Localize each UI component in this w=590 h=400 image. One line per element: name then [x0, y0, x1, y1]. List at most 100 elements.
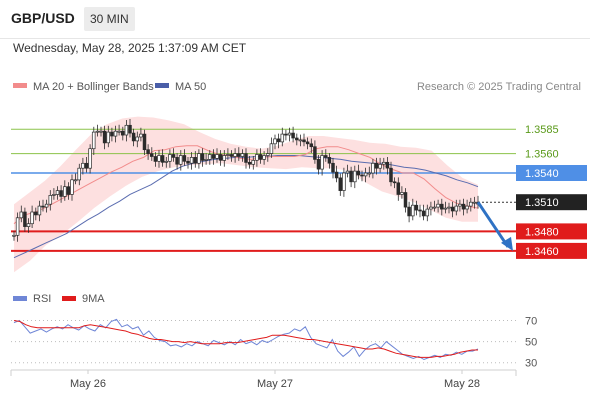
candle [450, 201, 455, 218]
candle-body-bull [117, 130, 121, 133]
x-tick-label-may28: May 28 [444, 378, 480, 390]
resistance-label: 1.3560 [525, 149, 559, 161]
candle [349, 166, 353, 188]
candle-body-bull [30, 211, 34, 225]
candle [229, 150, 234, 162]
candle [443, 201, 448, 214]
rsi-ma-line [13, 320, 478, 358]
projection-arrow-shaft [476, 201, 510, 248]
candle [117, 124, 121, 136]
ma50-legend-swatch [155, 83, 169, 88]
target-label-box [516, 242, 587, 259]
candle-body-bull [52, 194, 56, 196]
main-plot: 1.3585 1.3560 1.3540 1.3510 1.3480 1.3460 [11, 116, 587, 273]
candle-body-bear [309, 143, 314, 148]
candle [128, 119, 132, 138]
candle [247, 156, 252, 169]
candle-body-bull [382, 161, 386, 165]
candle-body-bull [436, 203, 440, 208]
candle-body-bear [146, 149, 150, 154]
candle-body-bull [447, 206, 451, 209]
candle-body-bull [70, 179, 74, 195]
candle-body-bear [403, 192, 408, 208]
candle-body-bull [139, 133, 143, 138]
candle [91, 126, 96, 155]
candle-body-bear [349, 170, 353, 183]
candle-body-bull [320, 155, 324, 170]
candle [26, 218, 31, 233]
candle [146, 144, 150, 160]
candle [244, 148, 248, 169]
candle-body-bull [106, 131, 110, 144]
candle-body-bull [81, 162, 85, 169]
candle [171, 148, 176, 162]
candle [233, 148, 237, 163]
candle-body-bull [465, 205, 469, 210]
candle-body-bear [396, 182, 401, 195]
candle-body-bull [400, 192, 404, 195]
ma20-legend-swatch [13, 83, 27, 88]
candle [421, 204, 426, 221]
candle [392, 177, 397, 189]
candle [360, 170, 364, 182]
candle-body-bear [193, 157, 197, 164]
candle-body-bear [200, 153, 205, 161]
candle [469, 197, 473, 212]
candle [403, 188, 408, 213]
candle-body-bull [273, 138, 277, 145]
candle [215, 148, 219, 163]
candle-body-bear [59, 190, 63, 197]
candle [30, 205, 34, 228]
timeframe-badge[interactable]: 30 MIN [84, 7, 135, 31]
candle [353, 165, 357, 189]
candle [432, 200, 437, 212]
candle-body-bear [385, 161, 390, 169]
candle [367, 166, 372, 178]
candle [389, 161, 393, 187]
candle [305, 137, 310, 150]
candle [378, 157, 382, 173]
candle-body-bull [266, 153, 270, 156]
candle [334, 165, 339, 183]
candle [34, 207, 38, 221]
candle-body-bull [207, 154, 212, 160]
candle [168, 149, 172, 168]
candle-body-bull [168, 154, 172, 162]
candle [302, 133, 306, 147]
candle-body-bull [178, 155, 183, 165]
candle [70, 174, 74, 201]
candle [425, 204, 430, 222]
candle-body-bull [287, 132, 292, 136]
candle-body-bear [171, 154, 176, 158]
candle [153, 152, 158, 167]
candle-body-bear [295, 137, 299, 141]
candle-body-bull [12, 234, 16, 237]
candle-body-bull [95, 130, 100, 133]
candle-body-bull [371, 162, 375, 174]
timestamp: Wednesday, May 28, 2025 1:37:09 AM CET [13, 41, 247, 55]
candle-body-bear [291, 132, 295, 139]
candle [255, 149, 259, 167]
candle [81, 157, 85, 175]
candle [345, 164, 350, 178]
candle-body-bear [461, 203, 466, 210]
candle-body-bull [204, 159, 208, 161]
candle-body-bull [73, 179, 78, 182]
candle-body-bear [305, 141, 310, 145]
candle-body-bear [153, 156, 158, 162]
x-tick-label-may27: May 27 [257, 378, 293, 390]
projection-arrow-head [501, 236, 513, 251]
candle-body-bull [443, 207, 448, 210]
candle-body-bear [276, 138, 281, 143]
candle [407, 201, 411, 223]
candle-body-bear [374, 162, 379, 169]
candle-body-bull [233, 153, 237, 157]
candle [429, 201, 433, 216]
candle-body-bear [182, 155, 187, 162]
candle-body-bear [302, 139, 306, 143]
candle-body-bear [414, 204, 419, 211]
candle [200, 148, 205, 167]
candle-body-bear [247, 161, 252, 165]
candle [149, 147, 154, 161]
candle [269, 137, 274, 158]
